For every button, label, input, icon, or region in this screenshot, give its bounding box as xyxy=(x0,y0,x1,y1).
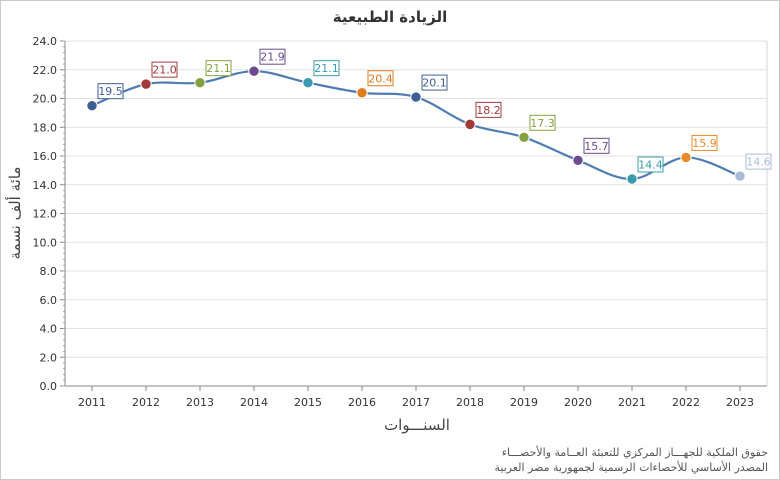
y-tick-label: 20.0 xyxy=(33,93,58,106)
data-label-text: 15.7 xyxy=(584,140,609,153)
x-tick-label: 2022 xyxy=(672,396,700,409)
data-label-box xyxy=(259,48,286,65)
data-label-2017: 20.1 xyxy=(421,74,448,91)
data-label-text: 21.1 xyxy=(314,62,339,75)
data-label-text: 14.4 xyxy=(638,159,663,172)
data-label-box xyxy=(745,153,772,170)
data-point-2021 xyxy=(626,173,638,185)
data-label-2015: 21.1 xyxy=(313,60,340,77)
y-tick-label: 24.0 xyxy=(33,35,58,48)
data-label-box xyxy=(529,114,556,131)
data-label-text: 15.9 xyxy=(692,137,717,150)
x-tick-label: 2011 xyxy=(78,396,106,409)
footnote-copyright: حقوق الملكية للجهـــاز المركزي للتعبئة ا… xyxy=(501,446,768,459)
x-tick-label: 2013 xyxy=(186,396,214,409)
axes: 0.0 2.0 4.0 6.0 8.0 10.0 12.0 14.0 16.0 18.0 20.0 2… xyxy=(33,35,768,409)
y-tick-label: 0.0 xyxy=(40,380,58,393)
data-label-2013: 21.1 xyxy=(205,60,232,77)
data-point-2012 xyxy=(140,78,152,90)
x-tick-label: 2015 xyxy=(294,396,322,409)
data-point-2015 xyxy=(302,76,314,89)
data-label-box xyxy=(97,83,124,100)
data-point-2023 xyxy=(734,170,746,182)
y-tick-label: 6.0 xyxy=(40,294,58,307)
x-tick-label: 2016 xyxy=(348,396,376,409)
y-tick-label: 2.0 xyxy=(40,351,58,364)
data-label-box xyxy=(151,61,178,78)
data-label-2022: 15.9 xyxy=(691,134,718,151)
x-tick-label: 2021 xyxy=(618,396,646,409)
data-label-box xyxy=(313,60,340,77)
data-point-2014 xyxy=(248,65,260,77)
y-tick-label: 22.0 xyxy=(33,64,58,77)
data-label-box xyxy=(475,101,502,118)
y-axis-title: مائة ألف نسمة xyxy=(5,167,24,260)
data-label-2011: 19.5 xyxy=(97,83,124,100)
y-tick-label: 14.0 xyxy=(33,179,58,192)
data-point-2016 xyxy=(356,87,368,99)
data-label-box xyxy=(691,134,718,151)
data-label-box xyxy=(205,60,232,77)
x-tick-label: 2019 xyxy=(510,396,538,409)
data-label-text: 21.0 xyxy=(152,64,177,77)
y-tick-label: 8.0 xyxy=(40,265,58,278)
data-labels: 19.5 21.0 21.1 21.9 21.1 20.4 20.1 18.2 17.3 15.7… xyxy=(97,48,772,173)
data-label-2018: 18.2 xyxy=(475,101,502,118)
data-label-text: 21.9 xyxy=(260,51,285,64)
x-axis-title: السنـــوات xyxy=(384,416,450,434)
y-tick-label: 12.0 xyxy=(33,208,58,221)
data-label-2020: 15.7 xyxy=(583,137,610,154)
data-label-text: 21.1 xyxy=(206,62,231,75)
x-tick-label: 2023 xyxy=(726,396,754,409)
data-points xyxy=(86,65,746,185)
data-label-2023: 14.6 xyxy=(745,153,772,170)
data-label-box xyxy=(637,156,664,173)
data-point-2013 xyxy=(194,76,206,89)
data-label-box xyxy=(421,74,448,91)
y-tick-label: 10.0 xyxy=(33,236,58,249)
y-tick-label: 18.0 xyxy=(33,121,58,134)
data-label-box xyxy=(367,70,394,87)
data-label-text: 17.3 xyxy=(530,117,555,130)
data-point-2019 xyxy=(518,131,530,144)
data-label-text: 20.1 xyxy=(422,77,447,90)
data-point-2022 xyxy=(680,151,692,164)
x-tick-label: 2012 xyxy=(132,396,160,409)
data-label-2012: 21.0 xyxy=(151,61,178,78)
data-label-text: 14.6 xyxy=(746,156,771,169)
y-tick-label: 4.0 xyxy=(40,323,58,336)
x-tick-label: 2017 xyxy=(402,396,430,409)
data-label-2016: 20.4 xyxy=(367,70,394,87)
data-label-text: 20.4 xyxy=(368,72,393,85)
data-point-2011 xyxy=(86,99,98,112)
x-tick-label: 2018 xyxy=(456,396,484,409)
footnote-source: المصدر الأساسي للأحصاءات الرسمية لجمهوري… xyxy=(494,461,768,474)
data-point-2020 xyxy=(572,154,584,167)
data-label-text: 18.2 xyxy=(476,104,501,117)
data-point-2018 xyxy=(464,118,476,131)
x-tick-label: 2020 xyxy=(564,396,592,409)
data-label-2019: 17.3 xyxy=(529,114,556,131)
x-tick-label: 2014 xyxy=(240,396,268,409)
data-point-2017 xyxy=(410,91,422,103)
chart-title: الزيادة الطبيعية xyxy=(333,8,447,26)
data-label-box xyxy=(583,137,610,154)
data-label-2021: 14.4 xyxy=(637,156,664,173)
y-tick-label: 16.0 xyxy=(33,150,58,163)
data-label-text: 19.5 xyxy=(98,85,123,98)
data-label-2014: 21.9 xyxy=(259,48,286,65)
